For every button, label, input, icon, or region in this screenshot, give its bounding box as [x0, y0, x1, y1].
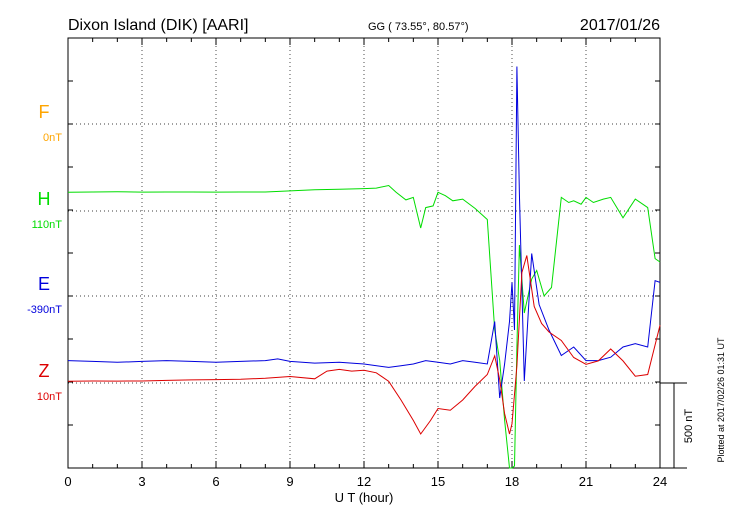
scale-bar: 500 nT — [660, 382, 695, 469]
x-axis-ticks: 0 3 6 9 12 15 18 21 24 — [64, 38, 667, 489]
series-name-E: E — [38, 274, 50, 294]
series-line-H — [67, 184, 661, 469]
series-group — [67, 66, 661, 469]
x-tick-label: 3 — [138, 474, 145, 489]
x-tick-label: 12 — [357, 474, 371, 489]
x-tick-label: 18 — [505, 474, 519, 489]
grid-lines — [68, 38, 660, 468]
station-title: Dixon Island (DIK) [AARI] — [68, 17, 249, 34]
series-offset-Z: 10nT — [37, 391, 62, 403]
x-tick-label: 0 — [64, 474, 71, 489]
x-tick-label: 21 — [579, 474, 593, 489]
series-offset-F: 0nT — [43, 132, 62, 144]
x-tick-label: 9 — [286, 474, 293, 489]
series-name-H: H — [38, 189, 51, 209]
series-line-E — [67, 66, 661, 399]
series-labels: F 0nT H 110nT E -390nT Z 10nT — [27, 102, 62, 403]
scale-bar-label: 500 nT — [683, 409, 695, 444]
series-line-Z — [67, 255, 661, 435]
x-tick-label: 6 — [212, 474, 219, 489]
series-name-F: F — [39, 102, 50, 122]
plotted-note: Plotted at 2017/02/26 01:31 UT — [716, 337, 726, 463]
x-tick-label: 24 — [653, 474, 667, 489]
x-axis-label: U T (hour) — [335, 490, 394, 505]
series-offset-H: 110nT — [32, 219, 63, 231]
date-label: 2017/01/26 — [580, 17, 660, 34]
coordinates-label: GG ( 73.55°, 80.57°) — [368, 21, 469, 33]
x-tick-label: 15 — [431, 474, 445, 489]
series-name-Z: Z — [39, 361, 50, 381]
series-offset-E: -390nT — [27, 304, 62, 316]
